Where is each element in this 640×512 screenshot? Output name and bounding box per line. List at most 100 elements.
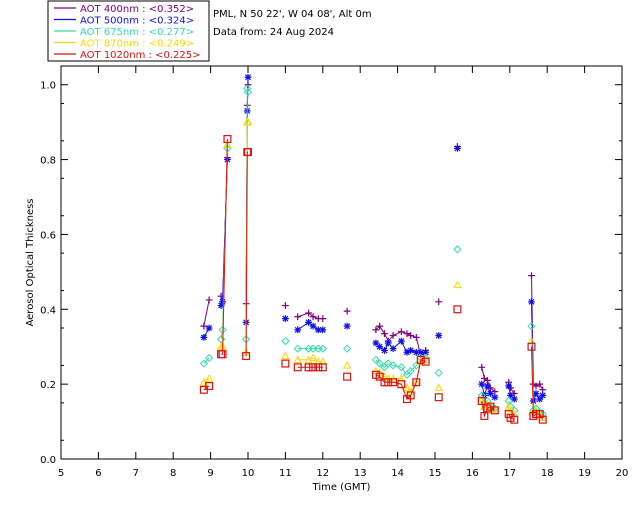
data-point-plus	[372, 326, 380, 334]
data-point-plus	[319, 315, 327, 323]
data-point-diamond	[384, 359, 393, 368]
data-point-plus	[282, 302, 289, 309]
data-point-triangle	[434, 383, 443, 392]
y-axis-label: Aerosol Optical Thickness	[25, 198, 36, 326]
data-point-star	[435, 332, 443, 339]
series-3	[199, 84, 547, 419]
data-point-square	[314, 363, 323, 372]
data-point-diamond	[204, 353, 214, 363]
data-point-triangle	[504, 402, 513, 410]
data-point-square	[421, 357, 430, 366]
series-1	[200, 81, 547, 397]
data-point-plus	[412, 333, 420, 341]
data-point-triangle	[308, 353, 318, 362]
series-5	[199, 134, 547, 424]
x-tick-label: 17	[503, 468, 516, 479]
data-point-star	[389, 345, 397, 352]
y-tick-label: 0.6	[40, 230, 56, 241]
data-point-plus	[532, 382, 540, 390]
data-point-star	[397, 337, 405, 345]
data-point-plus	[536, 380, 544, 388]
y-tick-label: 1.0	[40, 81, 56, 92]
data-point-star	[282, 315, 289, 323]
data-point-diamond	[293, 344, 302, 353]
data-point-star	[483, 382, 491, 390]
data-point-star	[403, 348, 411, 356]
data-point-plus	[403, 330, 411, 338]
data-point-triangle	[342, 360, 352, 369]
data-point-plus	[205, 296, 213, 304]
data-point-star	[486, 390, 494, 397]
data-point-star	[510, 395, 518, 403]
y-tick-label: 0.8	[40, 156, 56, 167]
data-point-square	[281, 359, 290, 368]
data-point-star	[536, 395, 544, 403]
data-point-square	[205, 382, 214, 391]
data-point-plus	[435, 298, 443, 306]
data-point-plus	[381, 330, 388, 338]
data-point-star	[244, 73, 252, 81]
legend-entry: AOT 870nm : <0.249>	[80, 39, 194, 50]
data-point-plus	[389, 332, 397, 339]
data-point-star	[319, 326, 327, 334]
date-label: Data from: 24 Aug 2024	[213, 27, 334, 38]
data-point-star	[507, 391, 514, 399]
x-tick-label: 16	[466, 468, 479, 479]
x-tick-label: 5	[58, 468, 64, 479]
data-point-diamond	[243, 88, 253, 97]
data-point-star	[314, 326, 322, 334]
data-point-square	[242, 352, 251, 361]
data-point-square	[343, 372, 352, 381]
data-point-square	[397, 380, 406, 389]
series-line	[203, 357, 210, 364]
data-point-star	[412, 348, 420, 356]
x-axis-label: Time (GMT)	[312, 482, 371, 493]
data-point-star	[372, 339, 380, 347]
data-point-star	[200, 333, 208, 341]
series-line	[297, 312, 323, 320]
data-point-diamond	[318, 344, 327, 353]
series-layer	[199, 73, 547, 424]
x-tick-label: 9	[207, 468, 213, 479]
data-point-star	[491, 393, 499, 401]
x-tick-label: 10	[242, 468, 255, 479]
data-point-square	[309, 363, 318, 372]
data-point-star	[539, 391, 547, 399]
data-point-star	[343, 322, 351, 330]
data-point-diamond	[453, 245, 462, 254]
station-label: PML, N 50 22', W 04 08', Alt 0m	[213, 9, 372, 20]
data-point-square	[510, 415, 519, 424]
y-tick-label: 0.0	[40, 455, 56, 466]
data-point-star	[454, 144, 461, 152]
data-point-triangle	[204, 374, 214, 382]
x-tick-label: 12	[316, 468, 329, 479]
data-point-star	[528, 298, 535, 306]
legend-entry: AOT 400nm : <0.352>	[80, 4, 194, 15]
data-point-plus	[528, 272, 535, 279]
legend-entry: AOT 675nm : <0.277>	[80, 27, 194, 38]
data-point-square	[223, 134, 232, 143]
data-point-square	[453, 305, 462, 314]
data-point-square	[477, 396, 486, 405]
data-point-diamond	[199, 359, 208, 368]
data-point-star	[294, 326, 302, 334]
data-point-diamond	[281, 336, 290, 346]
data-point-plus	[397, 328, 405, 336]
data-point-star	[376, 343, 384, 351]
data-point-triangle	[293, 355, 302, 364]
data-point-plus	[294, 313, 302, 321]
data-point-square	[412, 378, 421, 387]
x-tick-label: 19	[578, 468, 591, 479]
data-point-diamond	[477, 391, 486, 400]
data-point-triangle	[243, 117, 253, 126]
data-point-star	[532, 390, 540, 397]
data-point-star	[505, 382, 513, 390]
y-tick-label: 0.4	[40, 305, 56, 316]
data-point-square	[434, 393, 443, 402]
data-point-square	[406, 391, 415, 400]
data-point-star	[305, 318, 312, 326]
data-point-diamond	[527, 322, 536, 331]
x-tick-label: 7	[133, 468, 139, 479]
legend-entry: AOT 500nm : <0.324>	[80, 16, 194, 27]
